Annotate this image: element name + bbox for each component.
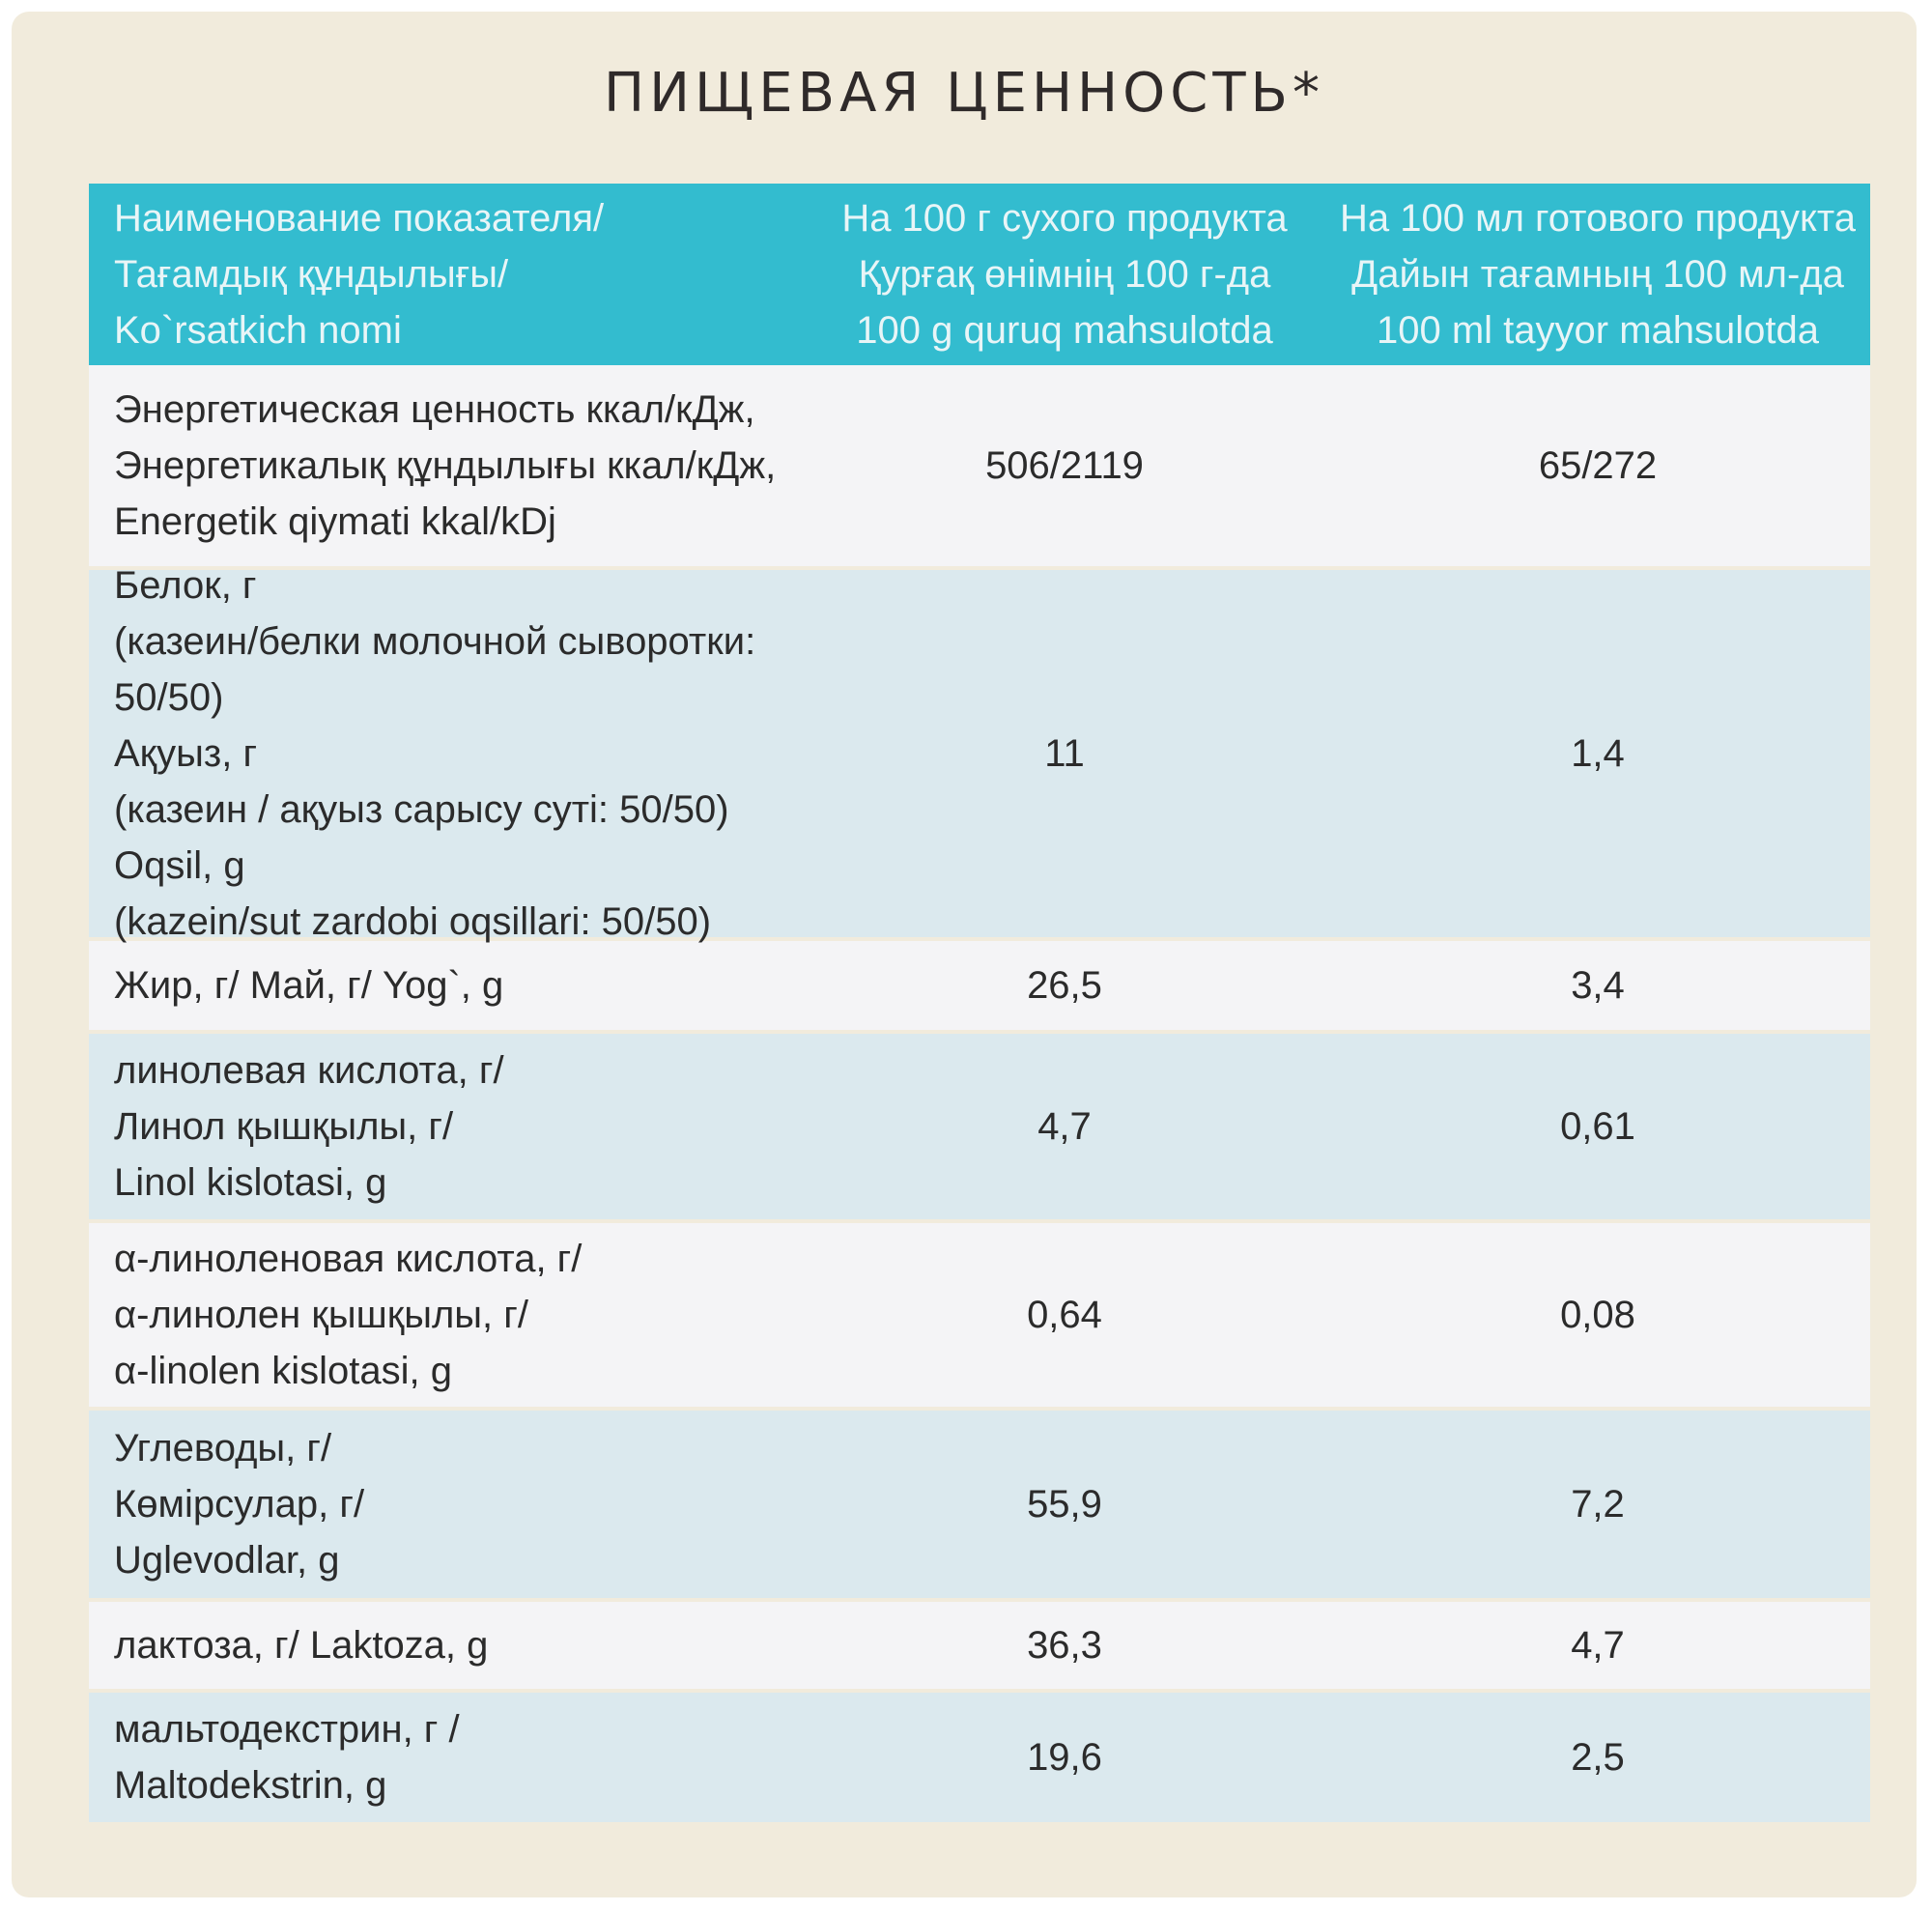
row-value-ready: 65/272: [1538, 444, 1658, 487]
label-panel: ПИЩЕВАЯ ЦЕННОСТЬ* Наименование показател…: [12, 12, 1917, 1897]
table-row-fat: Жир, г/ Май, г/ Yog`, g 26,5 3,4: [89, 941, 1870, 1034]
header-cell-per-100g-dry: На 100 г сухого продукта Қурғақ өнімнің …: [841, 197, 1288, 352]
row-value-dry: 11: [1044, 732, 1085, 775]
table-row-alpha-linolenic-acid: α-линоленовая кислота, г/ α-линолен қышқ…: [89, 1223, 1870, 1411]
table-row-lactose: лактоза, г/ Laktoza, g 36,3 4,7: [89, 1602, 1870, 1693]
row-label: Углеводы, г/ Көмірсулар, г/ Uglevodlar, …: [114, 1427, 365, 1582]
row-label: α-линоленовая кислота, г/ α-линолен қышқ…: [114, 1238, 582, 1392]
row-value-dry: 26,5: [1027, 964, 1102, 1007]
row-label: линолевая кислота, г/ Линол қышқылы, г/ …: [114, 1049, 504, 1204]
row-value-ready: 1,4: [1571, 732, 1625, 775]
row-label: мальтодекстрин, г / Maltodekstrin, g: [114, 1708, 460, 1807]
row-value-dry: 0,64: [1027, 1294, 1102, 1336]
row-value-ready: 7,2: [1571, 1483, 1625, 1526]
row-value-ready: 4,7: [1571, 1624, 1625, 1667]
row-value-dry: 36,3: [1027, 1624, 1102, 1667]
nutrition-table: Наименование показателя/ Тағамдық құндыл…: [89, 184, 1870, 1822]
row-value-dry: 4,7: [1037, 1105, 1092, 1148]
table-row-energy: Энергетическая ценность ккал/кДж, Энерге…: [89, 365, 1870, 570]
header-cell-indicator: Наименование показателя/ Тағамдық құндыл…: [114, 197, 605, 352]
table-row-carbohydrates: Углеводы, г/ Көмірсулар, г/ Uglevodlar, …: [89, 1411, 1870, 1602]
table-row-linoleic-acid: линолевая кислота, г/ Линол қышқылы, г/ …: [89, 1034, 1870, 1223]
row-value-dry: 55,9: [1027, 1483, 1102, 1526]
header-cell-per-100ml-ready: На 100 мл готового продукта Дайын тағамн…: [1339, 197, 1857, 352]
row-label: Белок, г (казеин/белки молочной сыворотк…: [114, 564, 756, 943]
table-header-row: Наименование показателя/ Тағамдық құндыл…: [89, 184, 1870, 365]
row-value-ready: 0,61: [1560, 1105, 1635, 1148]
table-row-protein: Белок, г (казеин/белки молочной сыворотк…: [89, 564, 1870, 943]
page-title: ПИЩЕВАЯ ЦЕННОСТЬ*: [604, 62, 1324, 125]
row-label: лактоза, г/ Laktoza, g: [114, 1624, 489, 1667]
row-value-ready: 0,08: [1560, 1294, 1635, 1336]
row-label: Жир, г/ Май, г/ Yog`, g: [114, 964, 504, 1007]
table-row-maltodextrin: мальтодекстрин, г / Maltodekstrin, g 19,…: [89, 1693, 1870, 1822]
row-value-dry: 506/2119: [985, 444, 1144, 487]
row-label: Энергетическая ценность ккал/кДж, Энерге…: [114, 388, 777, 543]
row-value-ready: 2,5: [1571, 1736, 1625, 1779]
row-value-dry: 19,6: [1027, 1736, 1102, 1779]
row-value-ready: 3,4: [1571, 964, 1625, 1007]
